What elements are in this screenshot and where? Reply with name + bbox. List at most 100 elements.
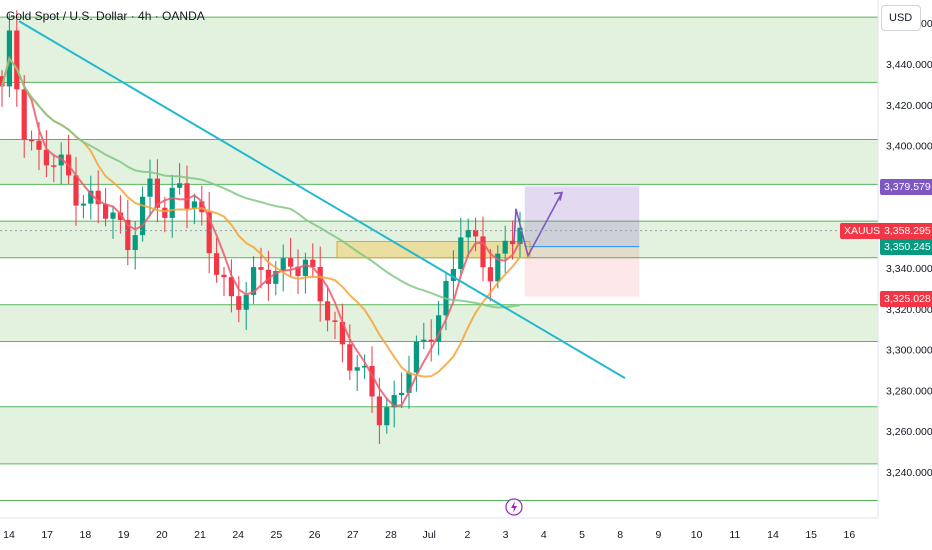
order-block-zone: [336, 240, 531, 259]
time-tick-label: Jul: [422, 529, 435, 541]
candle-body: [29, 139, 35, 142]
candle-body: [495, 253, 501, 282]
candle-body: [450, 268, 456, 281]
candle-body: [362, 365, 368, 368]
candle-body: [184, 183, 190, 209]
time-tick-label: 21: [194, 529, 206, 541]
price-tick-label: 3,240.000: [886, 467, 932, 479]
candle-body: [95, 190, 101, 205]
time-tick-label: 8: [617, 529, 623, 541]
candle-body: [162, 207, 168, 218]
support-resistance-zone: [0, 17, 878, 83]
candle-body: [21, 89, 27, 140]
candle-body: [317, 266, 323, 302]
time-tick-label: 3: [503, 529, 509, 541]
time-tick-label: 14: [3, 529, 15, 541]
candle-body: [177, 183, 183, 188]
time-tick-label: 18: [80, 529, 92, 541]
projection-path: [513, 192, 563, 258]
candle-body: [347, 344, 353, 371]
price-tick-label: 3,400.000: [886, 141, 932, 153]
candle-body: [295, 266, 301, 276]
candle-body: [384, 407, 390, 426]
time-tick-label: 9: [655, 529, 661, 541]
support-resistance-zone: [0, 406, 878, 464]
moving-average-line: [1, 56, 521, 378]
candle-body: [288, 258, 294, 267]
time-tick-label: 25: [271, 529, 283, 541]
candle-body: [103, 204, 109, 219]
candle-body: [36, 140, 42, 150]
price-tick-label: 3,300.000: [886, 345, 932, 357]
candle-body: [199, 201, 205, 213]
time-tick-label: 10: [691, 529, 703, 541]
candle-body: [280, 258, 286, 272]
candle-body: [332, 320, 338, 322]
candle-body: [0, 76, 5, 87]
candle-body: [221, 274, 227, 278]
time-tick-label: 14: [767, 529, 779, 541]
time-tick-label: 17: [41, 529, 53, 541]
candle-body: [258, 267, 264, 270]
candle-body: [125, 219, 131, 251]
candle-body: [169, 187, 175, 218]
candle-body: [406, 372, 412, 393]
price-label: 3,350.245: [880, 239, 932, 256]
candle-body: [376, 396, 382, 426]
candle-body: [110, 212, 116, 219]
candle-body: [302, 259, 308, 276]
lightning-icon: [511, 501, 517, 513]
candle-body: [487, 267, 493, 282]
candle-body: [251, 267, 257, 295]
candle-body: [510, 240, 516, 245]
candle-body: [391, 395, 397, 408]
candle-body: [73, 175, 79, 206]
position-stop-area: [524, 246, 640, 297]
moving-average-line: [1, 56, 521, 309]
candle-body: [14, 30, 20, 90]
candle-body: [413, 341, 419, 373]
chart-title: Gold Spot / U.S. Dollar · 4h · OANDA: [6, 9, 205, 23]
candle-body: [206, 212, 212, 254]
candle-body: [480, 236, 486, 268]
time-tick-label: 5: [579, 529, 585, 541]
time-tick-label: 24: [232, 529, 244, 541]
candle-body: [43, 149, 49, 166]
candle-body: [265, 269, 271, 284]
candle-body: [147, 178, 153, 197]
candle-body: [214, 253, 220, 275]
time-tick-label: 20: [156, 529, 168, 541]
candle-body: [399, 392, 405, 396]
price-tick-label: 3,320.000: [886, 304, 932, 316]
candle-body: [369, 365, 375, 397]
price-label: 3,325.028: [880, 290, 932, 307]
candle-body: [428, 339, 434, 342]
candle-body: [465, 229, 471, 238]
candle-body: [325, 301, 331, 321]
time-tick-label: 2: [464, 529, 470, 541]
time-tick-label: 28: [385, 529, 397, 541]
projection-arrow-head: [553, 191, 564, 201]
time-tick-label: 15: [805, 529, 817, 541]
moving-average-line: [1, 56, 521, 408]
position-target-area: [524, 186, 640, 247]
candle-body: [310, 259, 316, 267]
candle-body: [80, 203, 86, 206]
candle-body: [51, 165, 57, 167]
price-tick-label: 3,420.000: [886, 100, 932, 112]
time-tick-label: 11: [729, 529, 740, 541]
price-tick-label: 3,260.000: [886, 426, 932, 438]
currency-button[interactable]: USD: [881, 5, 921, 31]
candle-body: [191, 201, 197, 209]
candle-body: [273, 271, 279, 284]
candle-body: [354, 367, 360, 371]
candle-body: [140, 196, 146, 236]
candle-body: [421, 339, 427, 342]
time-tick-label: 4: [541, 529, 547, 541]
candle-body: [473, 229, 479, 237]
price-label-value: 3,358.295: [884, 224, 931, 237]
price-label: 3,379.579: [880, 179, 932, 196]
time-tick-label: 26: [309, 529, 321, 541]
candle-body: [517, 227, 523, 245]
